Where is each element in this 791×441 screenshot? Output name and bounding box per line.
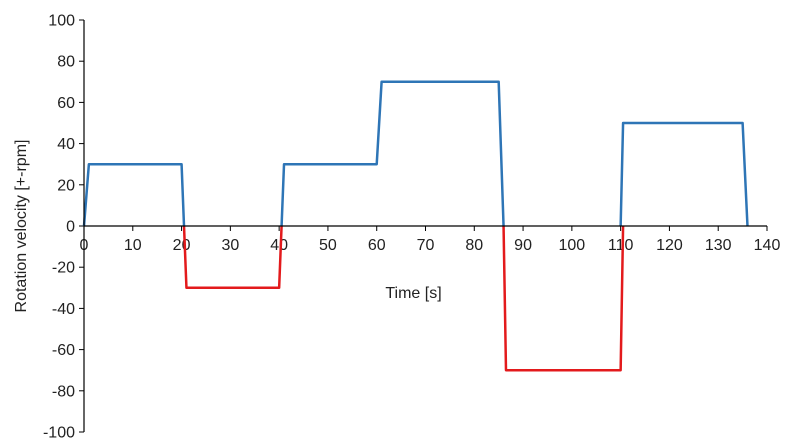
- y-tick-label: 20: [57, 177, 75, 194]
- y-tick-label: -80: [52, 383, 75, 400]
- x-tick-label: 110: [608, 237, 634, 254]
- series-line-4: [502, 225, 625, 372]
- y-tick-label: -40: [52, 301, 75, 318]
- y-tick-label: 60: [57, 95, 75, 112]
- series-layer: [82, 80, 749, 372]
- x-tick-label: 80: [465, 237, 483, 254]
- series-line-5: [619, 121, 749, 227]
- x-tick-label: 90: [514, 237, 532, 254]
- y-tick-label: 40: [57, 136, 75, 153]
- y-tick-label: 0: [66, 219, 75, 236]
- y-tick-label: -100: [43, 425, 75, 441]
- y-axis-title: Rotation velocity [+-rpm]: [13, 140, 30, 313]
- series-line-1: [82, 162, 186, 227]
- x-tick-label: 20: [173, 237, 191, 254]
- y-tick-label: 100: [48, 13, 75, 30]
- y-tick-label: -60: [52, 342, 75, 359]
- y-tick-label: 80: [57, 54, 75, 71]
- x-tick-label: 100: [559, 237, 586, 254]
- y-axis-ticks: 100 80 60 40 20 0 -20 -40 -60 -80 -100: [43, 13, 84, 441]
- series-line-3: [280, 80, 505, 227]
- x-axis-title: Time [s]: [385, 285, 441, 302]
- x-tick-label: 30: [221, 237, 239, 254]
- x-tick-label: 130: [705, 237, 732, 254]
- x-tick-label: 140: [754, 237, 781, 254]
- series-line-2: [182, 225, 283, 290]
- x-tick-label: 60: [368, 237, 386, 254]
- x-tick-label: 120: [656, 237, 683, 254]
- x-tick-label: 70: [417, 237, 435, 254]
- y-tick-label: -20: [52, 260, 75, 277]
- x-tick-label: 50: [319, 237, 337, 254]
- x-tick-label: 10: [124, 237, 142, 254]
- x-tick-label: 40: [270, 237, 288, 254]
